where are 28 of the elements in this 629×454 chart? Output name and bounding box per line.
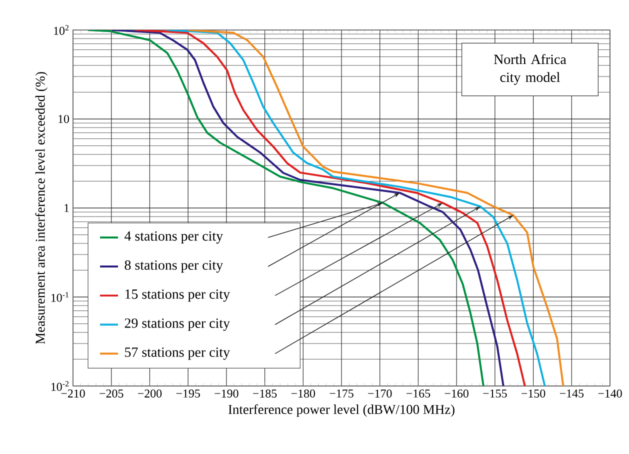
x-axis-title: Interference power level (dBW/100 MHz) [228, 404, 454, 417]
x-tick-label: −175 [330, 390, 354, 398]
x-tick-label: −165 [406, 390, 430, 398]
y-tick-label: 10$^{2}$ [54, 25, 69, 35]
legend-label: 4 stations per city [124, 231, 223, 244]
x-tick-label: −145 [560, 390, 584, 398]
y-tick-label: 10 [58, 114, 70, 124]
x-tick-label: −190 [214, 390, 238, 398]
x-tick-label: −200 [138, 390, 162, 398]
x-tick-label: −170 [368, 390, 392, 398]
x-tick-label: −140 [598, 390, 622, 398]
x-tick-label: −205 [100, 390, 124, 398]
legend-label: 8 stations per city [124, 260, 223, 273]
x-tick-label: −210 [61, 390, 85, 398]
x-tick-label: −180 [291, 390, 316, 398]
annotation: North Africa city model [494, 54, 566, 85]
legend-label: 29 stations per city [124, 318, 230, 331]
y-tick-label: 10$^{-2}$ [51, 381, 69, 391]
x-tick-label: −185 [253, 390, 277, 398]
x-tick-label: −150 [522, 390, 546, 398]
x-tick-label: −195 [176, 390, 200, 398]
y-axis-title: Measurement area interference level exceeded (%) [35, 72, 48, 344]
x-tick-label: −160 [444, 390, 468, 398]
legend-label: 57 stations per city [125, 348, 230, 360]
y-tick-label: 1 [64, 204, 69, 212]
x-tick-label: −155 [483, 390, 507, 398]
legend-label: 15 stations per city [125, 289, 230, 302]
y-tick-label: 10$^{-1}$ [51, 292, 69, 302]
